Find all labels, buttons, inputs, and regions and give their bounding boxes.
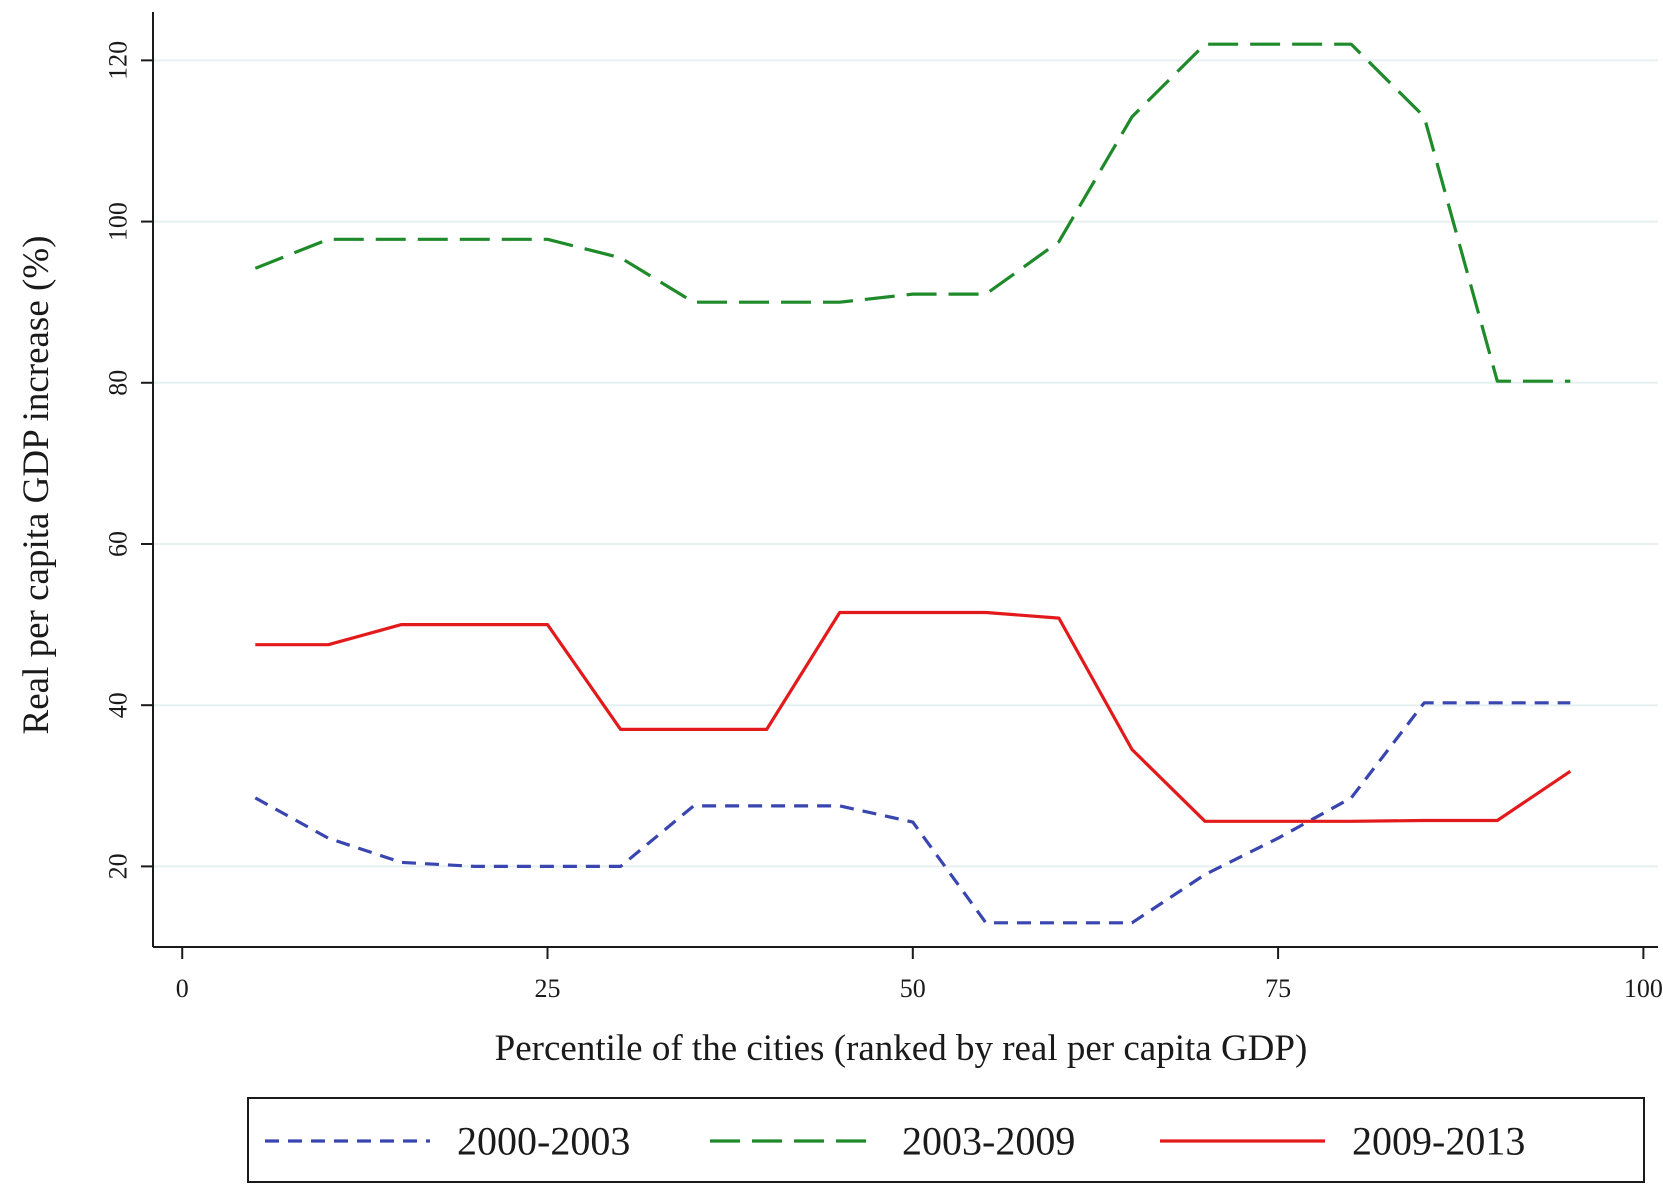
series-lines [254,42,1572,925]
gridlines [153,59,1658,868]
y-tick-label: 100 [104,202,133,241]
x-tick-label: 75 [1265,974,1291,1003]
y-tick-label: 20 [104,853,133,879]
legend-label-2000-2003: 2000-2003 [457,1119,630,1164]
legend-items: 2000-2003 2003-2009 2009-2013 [265,1119,1525,1164]
y-tick-label: 80 [104,370,133,396]
series-line-2000-2003 [254,701,1571,925]
x-tick-label: 50 [900,974,926,1003]
legend: 2000-2003 2003-2009 2009-2013 [247,1097,1645,1183]
axes: 20 40 60 80 100 120 0 25 50 75 100 [104,12,1663,1003]
series-line-2009-2013 [255,610,1572,823]
legend-box [247,1097,1645,1183]
y-tick-label: 40 [104,692,133,718]
series-line-2003-2009 [254,42,1571,383]
x-tick-label: 25 [535,974,561,1003]
y-tick-label: 60 [104,531,133,557]
legend-label-2003-2009: 2003-2009 [902,1119,1075,1164]
x-axis-title: Percentile of the cities (ranked by real… [495,1028,1308,1069]
y-axis-title: Real per capita GDP increase (%) [16,236,57,735]
x-tick-label: 0 [176,974,189,1003]
x-tick-label: 100 [1624,974,1663,1003]
y-tick-label: 120 [104,41,133,80]
legend-label-2009-2013: 2009-2013 [1352,1119,1525,1164]
